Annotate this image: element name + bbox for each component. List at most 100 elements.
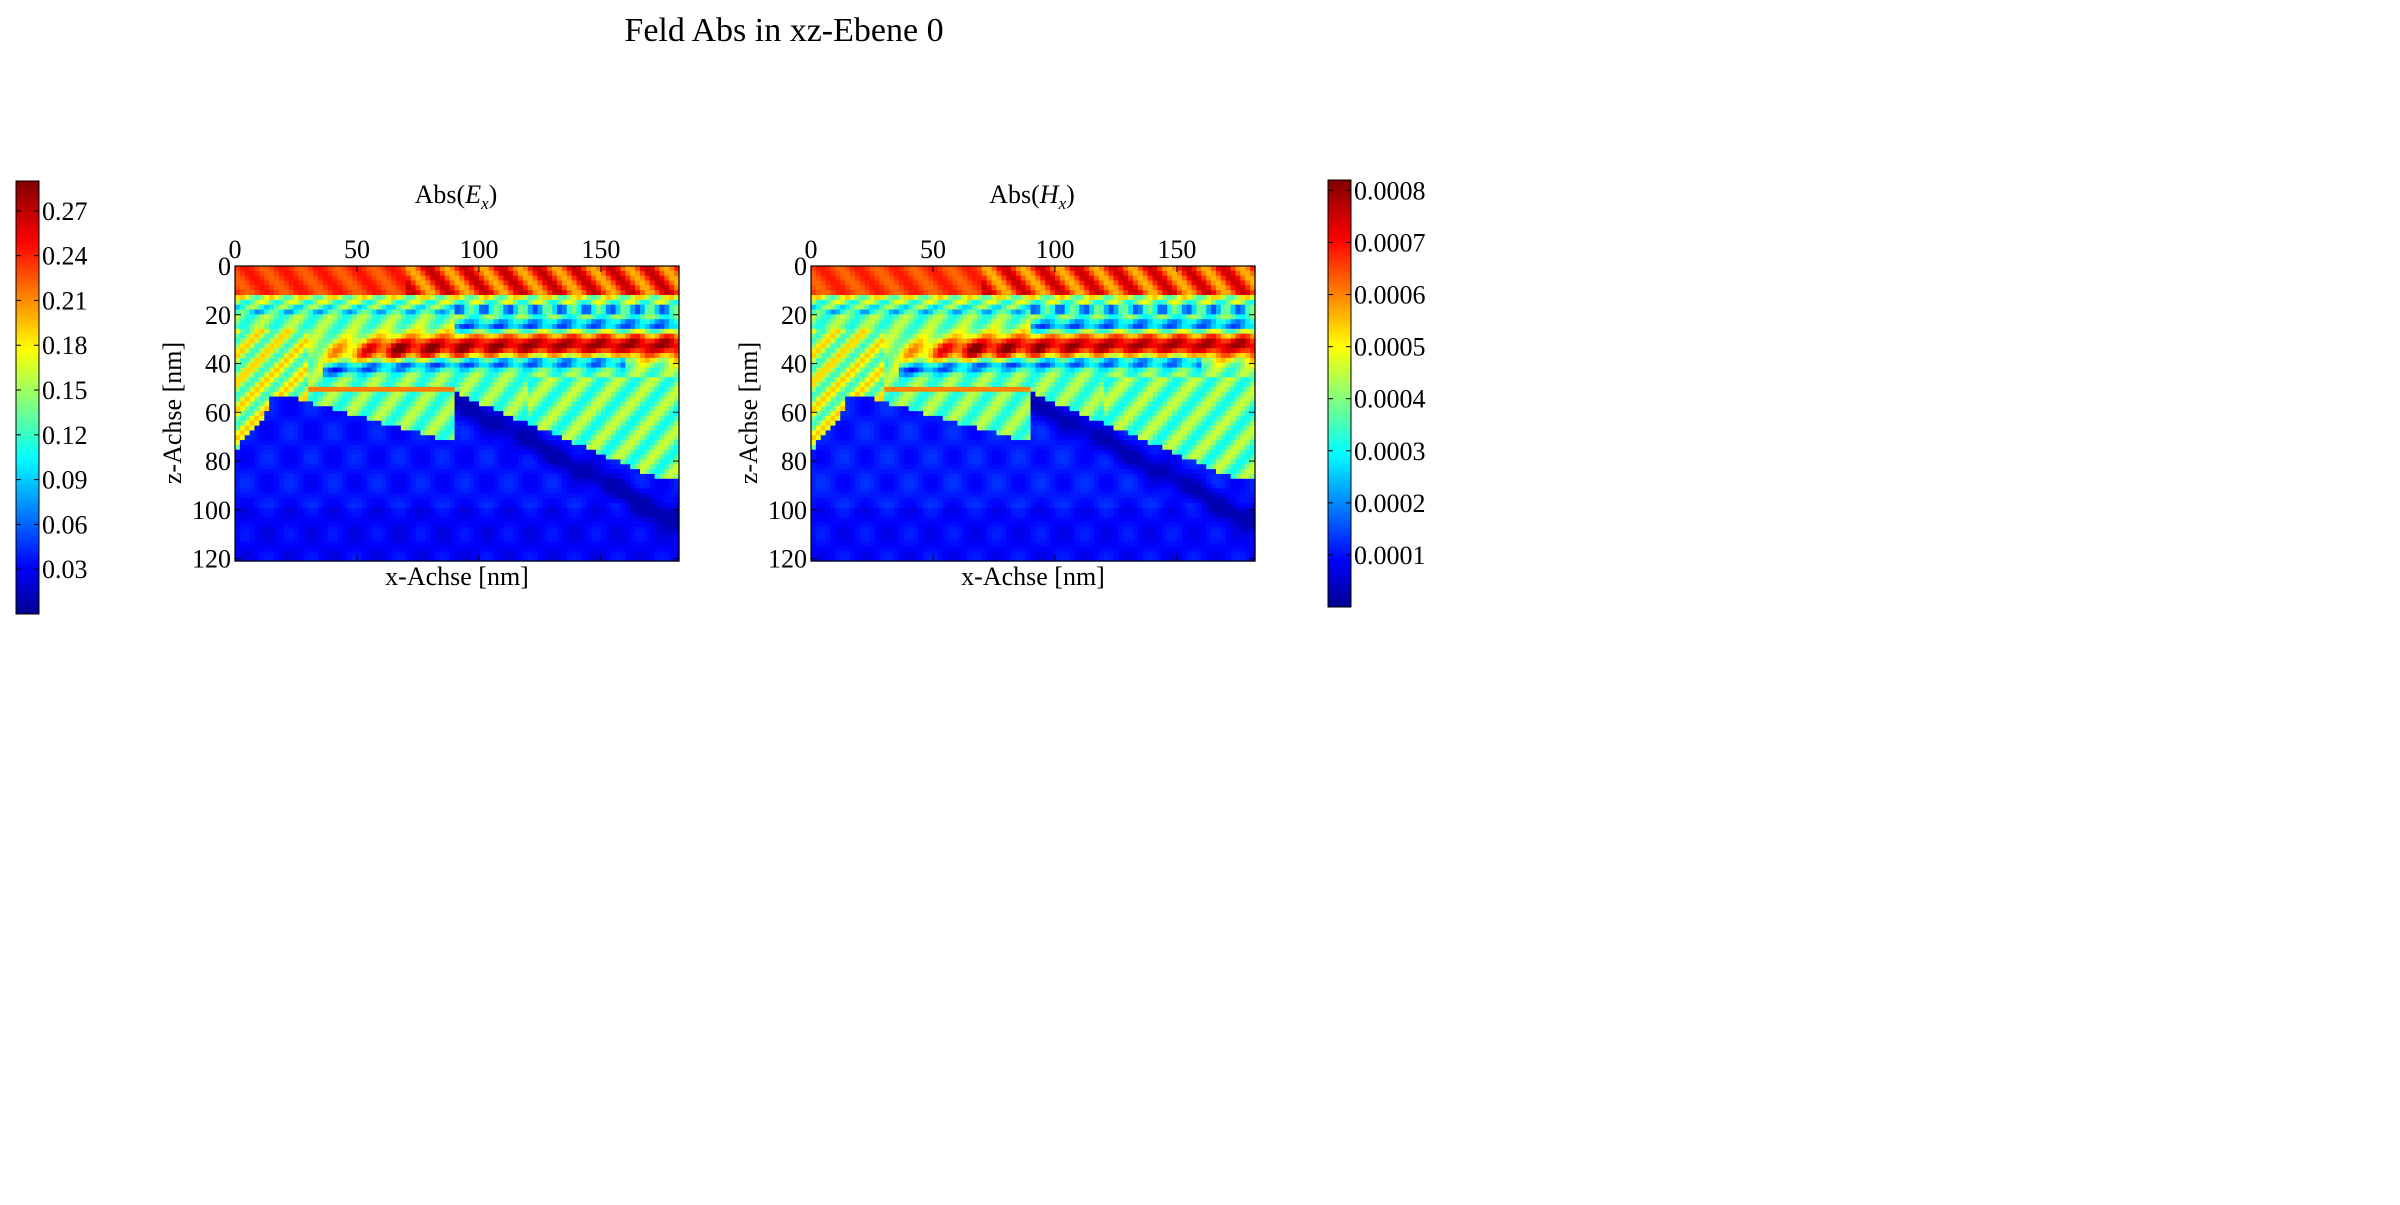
heatmap-cell	[508, 328, 514, 335]
heatmap-cell	[269, 507, 275, 514]
heatmap-cell	[625, 386, 631, 393]
heatmap-cell	[483, 348, 490, 354]
figure-title: Feld Abs in xz-Ebene 0	[624, 12, 943, 49]
heatmap-cell	[254, 328, 260, 335]
heatmap-cell	[313, 295, 319, 301]
heatmap-cell	[332, 304, 339, 311]
heatmap-cell	[435, 440, 441, 446]
heatmap-cell	[303, 362, 309, 369]
heatmap-cell	[415, 488, 422, 494]
heatmap-cells-ex	[235, 266, 680, 562]
heatmap-cell	[278, 299, 285, 306]
heatmap-cell	[405, 454, 412, 461]
heatmap-cell	[308, 430, 314, 436]
heatmap-cell	[605, 348, 612, 354]
heatmap-cell	[264, 507, 270, 514]
heatmap-cell	[459, 304, 465, 311]
heatmap-cell	[288, 275, 295, 282]
heatmap-cell	[410, 483, 417, 490]
heatmap-cell	[654, 382, 661, 388]
heatmap-cell	[503, 522, 509, 528]
heatmap-cell	[508, 343, 514, 349]
heatmap-cell	[327, 420, 334, 427]
heatmap-cell	[288, 430, 295, 436]
heatmap-cell	[356, 469, 363, 475]
heatmap-cell	[639, 386, 646, 393]
heatmap-cell	[469, 328, 475, 335]
heatmap-cell	[425, 304, 431, 311]
heatmap-cell	[283, 362, 290, 369]
heatmap-cell	[283, 522, 290, 528]
heatmap-cell	[649, 483, 656, 490]
heatmap-cell	[269, 464, 275, 470]
heatmap-cell	[605, 459, 612, 465]
heatmap-cell	[386, 280, 392, 286]
heatmap-cell	[278, 522, 285, 528]
heatmap-cell	[547, 493, 553, 499]
heatmap-cell	[659, 324, 665, 330]
heatmap-cell	[498, 372, 504, 378]
heatmap-cell	[337, 338, 343, 344]
heatmap-cell	[303, 488, 309, 494]
heatmap-cell	[483, 328, 490, 335]
heatmap-cell	[659, 367, 665, 373]
heatmap-cell	[327, 469, 334, 475]
heatmap-cell	[635, 473, 641, 480]
heatmap-cell	[410, 319, 417, 325]
heatmap-cell	[493, 493, 500, 499]
heatmap-cell	[278, 386, 285, 393]
heatmap-cell	[430, 396, 436, 403]
heatmap-cell	[488, 512, 495, 519]
heatmap-cell	[532, 522, 539, 528]
heatmap-cell	[371, 270, 378, 277]
heatmap-cell	[639, 280, 646, 286]
heatmap-cell	[600, 275, 607, 282]
heatmap-cell	[586, 502, 592, 509]
heatmap-cell	[483, 502, 490, 509]
heatmap-cell	[610, 372, 617, 378]
heatmap-cell	[366, 309, 373, 315]
heatmap-cell	[547, 280, 553, 286]
heatmap-cell	[508, 415, 514, 422]
heatmap-cell	[493, 357, 500, 364]
heatmap-cell	[522, 478, 529, 485]
heatmap-cell	[517, 391, 524, 398]
heatmap-cell	[508, 309, 514, 315]
heatmap-cell	[596, 386, 602, 393]
heatmap-cell	[610, 464, 617, 470]
heatmap-cell	[600, 290, 607, 296]
heatmap-cell	[517, 478, 524, 485]
heatmap-cell	[591, 275, 597, 282]
heatmap-cell	[537, 522, 543, 528]
heatmap-cell	[483, 401, 490, 407]
heatmap-cell	[596, 382, 602, 388]
heatmap-cell	[513, 285, 519, 291]
heatmap-cell	[508, 459, 514, 465]
heatmap-cell	[508, 522, 514, 528]
heatmap-cell	[317, 396, 324, 403]
heatmap-cell	[522, 328, 529, 335]
heatmap-cell	[576, 411, 583, 417]
heatmap-cell	[298, 377, 304, 383]
heatmap-cell	[283, 343, 290, 349]
heatmap-cell	[527, 507, 534, 514]
heatmap-cell	[610, 386, 617, 393]
heatmap-cell	[400, 396, 407, 403]
heatmap-cell	[308, 367, 314, 373]
heatmap-cell	[239, 290, 246, 296]
heatmap-cell	[630, 333, 636, 340]
heatmap-cell	[591, 449, 597, 456]
heatmap-cell	[522, 319, 529, 325]
heatmap-cell	[522, 440, 529, 446]
heatmap-cell	[317, 478, 324, 485]
heatmap-cell	[639, 290, 646, 296]
heatmap-cell	[444, 285, 451, 291]
heatmap-cell	[532, 502, 539, 509]
heatmap-cell	[332, 488, 339, 494]
heatmap-cell	[639, 328, 646, 335]
heatmap-cell	[259, 396, 265, 403]
heatmap-cell	[264, 406, 270, 412]
heatmap-cell	[474, 464, 480, 470]
heatmap-cell	[405, 469, 412, 475]
heatmap-cell	[371, 290, 378, 296]
